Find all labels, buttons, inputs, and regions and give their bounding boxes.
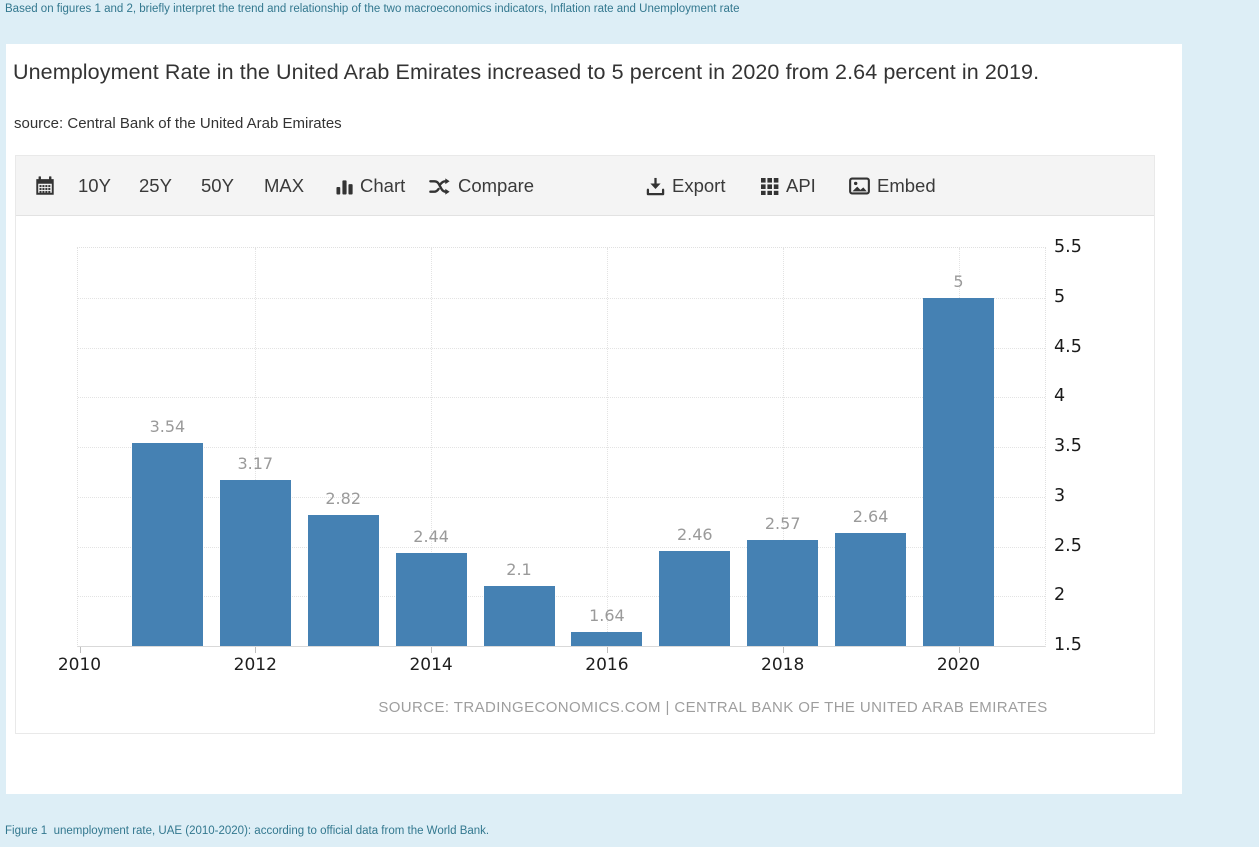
bar-value-label: 2.1 <box>506 560 532 580</box>
chart-widget: 10Y 25Y 50Y MAX Chart <box>15 155 1155 734</box>
horizontal-gridline <box>78 596 1045 598</box>
assignment-note: Based on figures 1 and 2, briefly interp… <box>5 3 740 15</box>
y-axis-label: 3 <box>1054 485 1066 506</box>
bar-2011[interactable] <box>131 443 203 646</box>
shuffle-icon <box>429 177 451 196</box>
download-icon <box>646 177 665 196</box>
x-axis-label: 2018 <box>761 655 805 675</box>
bar-2018[interactable] <box>747 539 819 646</box>
horizontal-gridline <box>78 447 1045 448</box>
x-axis-tick <box>958 647 960 653</box>
range-max-label: MAX <box>264 175 305 196</box>
api-button[interactable]: API <box>761 156 816 216</box>
vertical-gridline <box>431 248 433 646</box>
y-axis-label: 3.5 <box>1054 436 1082 456</box>
bar-2017[interactable] <box>659 550 731 646</box>
plot-area: 3.54 3.17 2.82 2.44 2.1 1.64 2.46 2.57 2.64 5 2010… <box>58 237 1082 675</box>
y-axis-label: 1.5 <box>1054 635 1082 655</box>
bar-2014[interactable] <box>395 552 467 646</box>
bar-2013[interactable] <box>307 514 379 646</box>
horizontal-gridline <box>78 546 1045 548</box>
bar-value-label: 2.82 <box>325 488 361 508</box>
x-axis-label: 2020 <box>936 655 981 675</box>
image-icon <box>849 177 870 195</box>
page-title: Unemployment Rate in the United Arab Emi… <box>13 60 1040 84</box>
y-axis-label: 4.5 <box>1054 336 1082 357</box>
range-50y-label: 50Y <box>201 175 234 196</box>
chart-type-button[interactable]: Chart <box>336 156 405 216</box>
vertical-gridline <box>782 248 784 646</box>
x-axis-tick <box>606 647 608 653</box>
y-axis-label: 2 <box>1054 585 1066 606</box>
export-button[interactable]: Export <box>646 156 725 216</box>
bar-2020[interactable] <box>923 297 994 646</box>
vertical-gridline <box>255 248 257 646</box>
compare-button[interactable]: Compare <box>429 156 534 216</box>
vertical-gridline <box>606 248 608 646</box>
range-25y-button[interactable]: 25Y <box>139 156 172 216</box>
y-axis-label: 4 <box>1054 386 1066 407</box>
bar-chart-icon <box>336 177 353 195</box>
range-10y-label: 10Y <box>78 175 111 196</box>
embed-button[interactable]: Embed <box>849 156 936 216</box>
bar-2015[interactable] <box>483 586 555 646</box>
bar-2016[interactable] <box>571 632 643 646</box>
x-axis-tick <box>255 647 257 653</box>
x-axis-label: 2014 <box>409 655 453 675</box>
source-line: source: Central Bank of the United Arab … <box>14 115 342 132</box>
range-25y-label: 25Y <box>139 175 172 196</box>
x-axis-tick <box>431 647 433 653</box>
export-label: Export <box>672 175 726 196</box>
horizontal-gridline <box>78 297 1045 299</box>
x-axis-label: 2012 <box>233 655 277 675</box>
y-axis-label: 5 <box>1054 286 1066 307</box>
bar-2012[interactable] <box>219 479 291 646</box>
x-axis-tick <box>79 647 81 653</box>
bar-value-label: 3.54 <box>149 417 186 436</box>
bar-value-label: 2.64 <box>852 506 889 526</box>
figure-caption: Figure 1 unemployment rate, UAE (2010-20… <box>5 825 490 837</box>
x-axis-label: 2016 <box>585 655 629 675</box>
calendar-button[interactable] <box>34 156 56 216</box>
grid-icon <box>761 177 779 195</box>
range-50y-button[interactable]: 50Y <box>201 156 234 216</box>
api-label: API <box>786 175 816 196</box>
calendar-icon <box>34 175 56 197</box>
range-max-button[interactable]: MAX <box>264 156 304 216</box>
horizontal-gridline <box>78 397 1045 399</box>
compare-label: Compare <box>458 175 535 196</box>
y-axis-label: 5.5 <box>1054 237 1082 257</box>
chart-card: Unemployment Rate in the United Arab Emi… <box>6 44 1182 794</box>
x-axis-tick <box>782 647 784 653</box>
bar-value-label: 2.46 <box>676 524 713 544</box>
bar-value-label: 2.44 <box>413 526 449 546</box>
chart-type-label: Chart <box>360 175 406 196</box>
bar-value-label: 3.17 <box>237 453 274 473</box>
horizontal-gridline <box>78 496 1045 498</box>
range-10y-button[interactable]: 10Y <box>78 156 111 216</box>
x-axis-label: 2010 <box>57 655 102 675</box>
embed-label: Embed <box>877 175 936 196</box>
horizontal-gridline <box>78 347 1045 349</box>
y-axis-label: 2.5 <box>1054 535 1082 556</box>
bar-value-label: 2.57 <box>764 513 801 533</box>
chart-attribution: SOURCE: TRADINGECONOMICS.COM | CENTRAL B… <box>378 699 1048 716</box>
bar-2019[interactable] <box>835 532 907 646</box>
bar-value-label: 5 <box>953 271 964 291</box>
bar-value-label: 1.64 <box>589 606 625 626</box>
chart-toolbar: 10Y 25Y 50Y MAX Chart <box>16 156 1154 216</box>
